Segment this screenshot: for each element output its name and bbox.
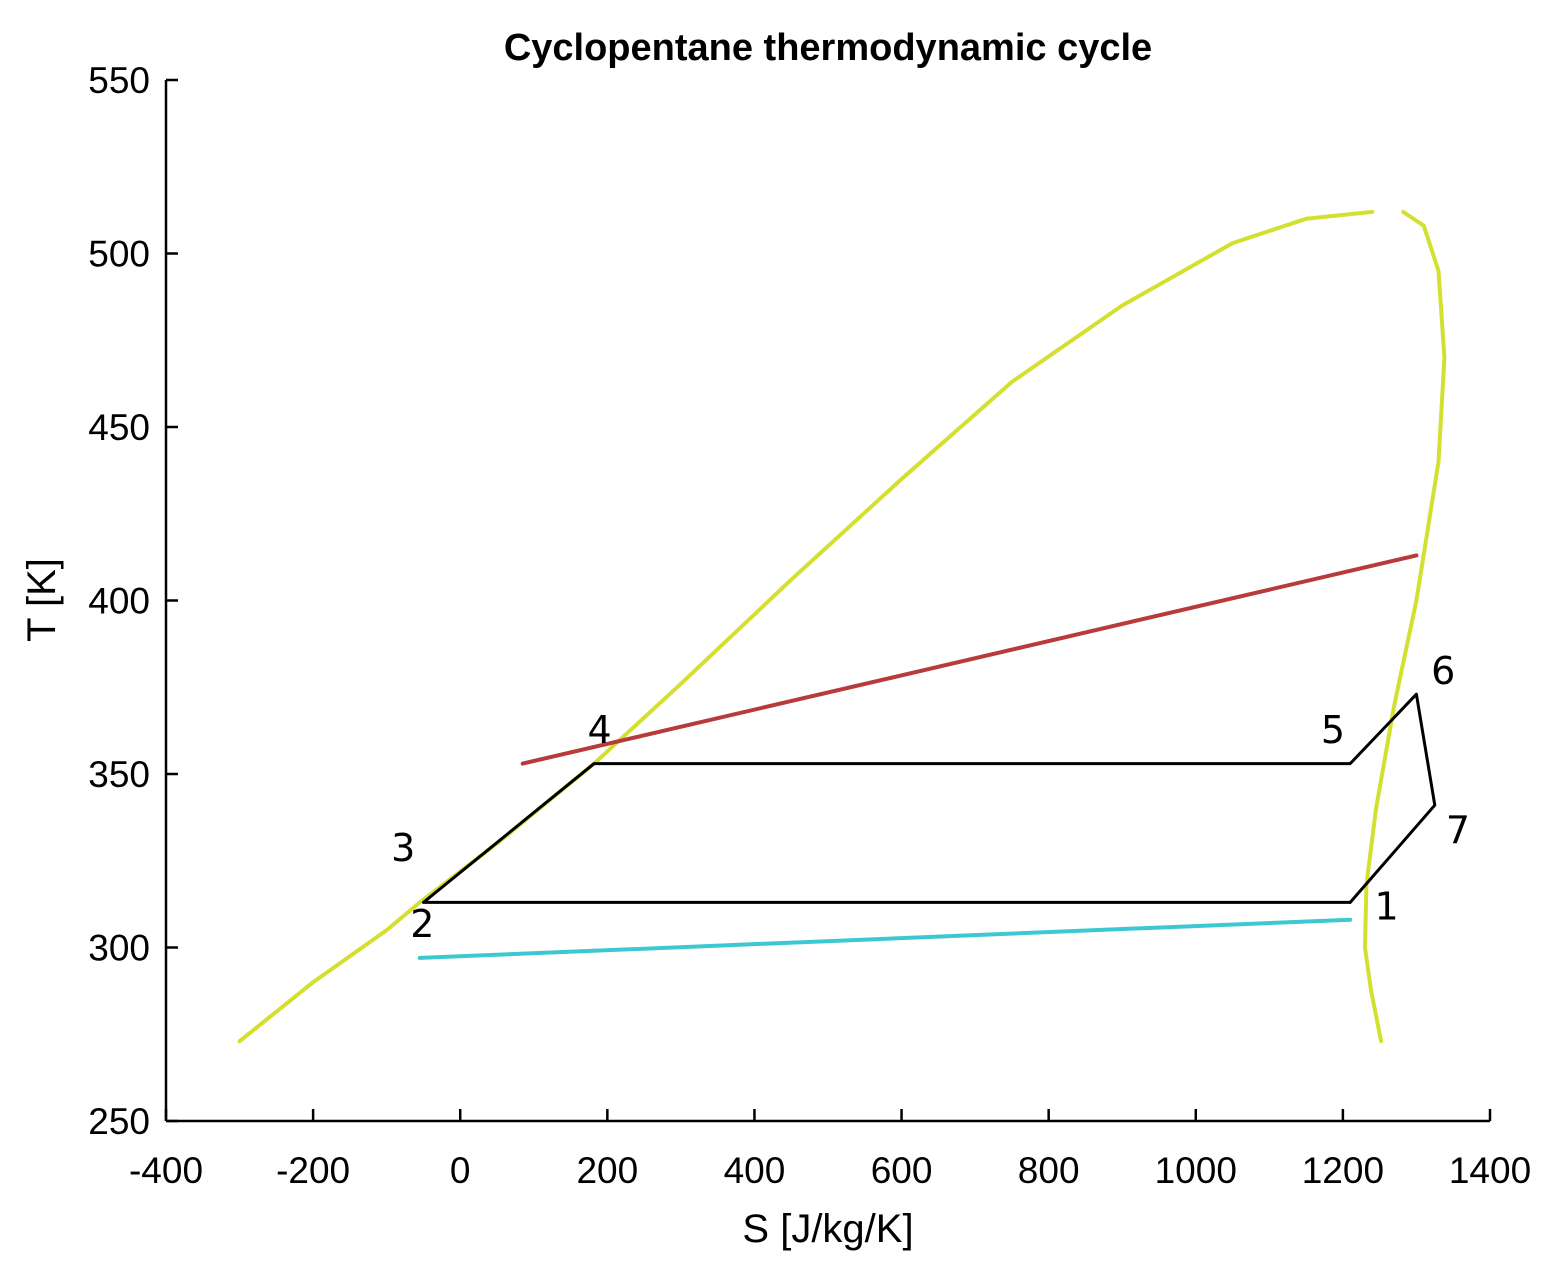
series-saturation-liquid — [237, 209, 1375, 1044]
y-tick-label: 500 — [88, 234, 150, 275]
y-tick-label: 350 — [88, 754, 150, 795]
chart-title: Cyclopentane thermodynamic cycle — [504, 27, 1152, 69]
point-label-5: 5 — [1321, 708, 1345, 752]
plot-lines — [237, 209, 1447, 1044]
point-label-1: 1 — [1375, 885, 1399, 929]
y-tick-label: 450 — [88, 407, 150, 448]
x-tick-label: 600 — [871, 1150, 933, 1191]
y-tick-label: 550 — [88, 60, 150, 101]
x-tick-label: -400 — [129, 1150, 203, 1191]
x-axis-label: S [J/kg/K] — [742, 1207, 913, 1251]
point-label-4: 4 — [587, 708, 611, 752]
y-tick-label: 400 — [88, 581, 150, 622]
series-cycle — [421, 692, 1437, 904]
x-tick-label: -200 — [276, 1150, 350, 1191]
point-label-6: 6 — [1431, 649, 1455, 693]
x-tick-label: 200 — [576, 1150, 638, 1191]
y-tick-label: 250 — [88, 1101, 150, 1142]
point-label-2: 2 — [410, 902, 434, 946]
series-heat-source — [520, 553, 1419, 766]
point-label-3: 3 — [391, 826, 415, 870]
y-ticks: 250 300 350 400 450 500 550 — [88, 60, 178, 1142]
x-tick-label: 0 — [450, 1150, 471, 1191]
x-tick-label: 800 — [1018, 1150, 1080, 1191]
x-tick-label: 1000 — [1155, 1150, 1237, 1191]
point-annotations: 1 2 3 4 5 6 7 — [391, 649, 1470, 946]
y-axis-label: T [K] — [20, 558, 64, 642]
series-cooling-water — [417, 917, 1353, 960]
x-ticks: -400 -200 0 200 400 600 800 1000 1200 1400 — [129, 1109, 1531, 1191]
x-tick-label: 1200 — [1302, 1150, 1384, 1191]
series-saturation-vapor — [1363, 209, 1447, 1044]
point-label-7: 7 — [1446, 808, 1470, 852]
axes — [164, 80, 1490, 1123]
x-tick-label: 1400 — [1449, 1150, 1531, 1191]
y-tick-label: 300 — [88, 928, 150, 969]
x-tick-label: 400 — [724, 1150, 786, 1191]
